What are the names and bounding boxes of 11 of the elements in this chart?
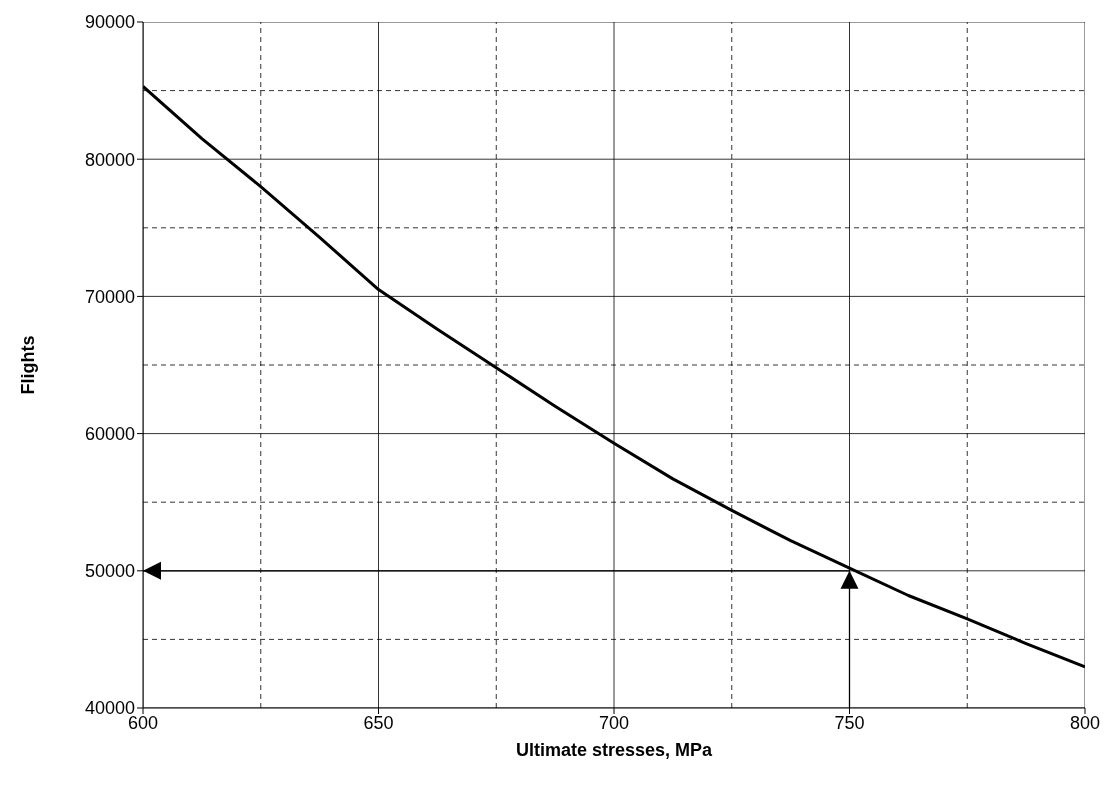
y-tick-label: 90000 bbox=[84, 12, 135, 33]
x-tick-label: 750 bbox=[834, 712, 865, 733]
y-tick-label: 60000 bbox=[84, 423, 135, 444]
y-axis-title: Flights bbox=[18, 335, 39, 395]
x-tick-label: 700 bbox=[598, 712, 630, 733]
x-axis-title: Ultimate stresses, MPa bbox=[515, 740, 714, 760]
x-tick-label: 650 bbox=[363, 712, 394, 733]
y-tick-label: 80000 bbox=[84, 149, 135, 170]
x-tick-label: 800 bbox=[1069, 712, 1101, 733]
y-tick-label: 70000 bbox=[84, 286, 135, 307]
y-tick-label: 50000 bbox=[84, 561, 135, 582]
